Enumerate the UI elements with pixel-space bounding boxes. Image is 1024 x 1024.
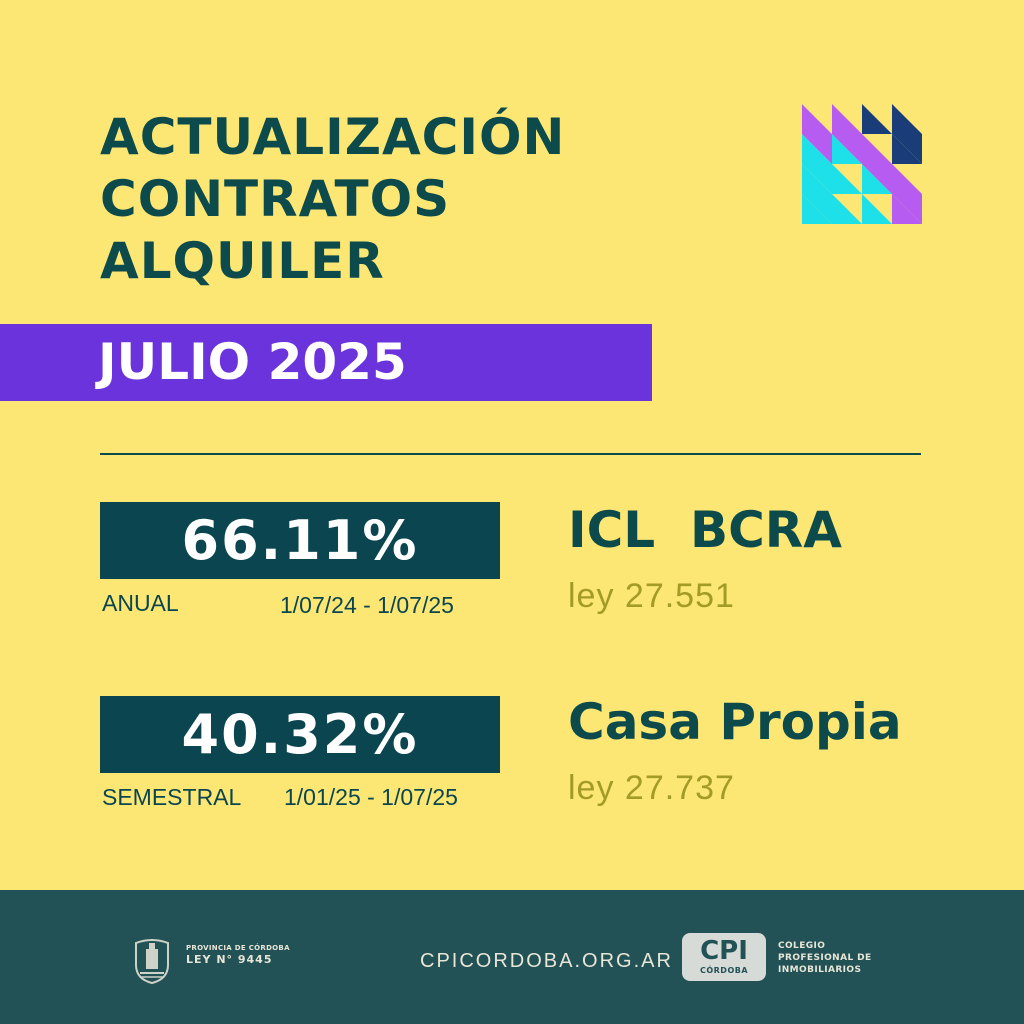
cpi-name-line-2: PROFESIONAL DE <box>778 953 872 963</box>
month-label: JULIO 2025 <box>98 333 407 391</box>
annual-date-range: 1/07/24 - 1/07/25 <box>280 592 454 618</box>
index-law-casa-propia: ley 27.737 <box>568 769 735 807</box>
province-law: LEY N° 9445 <box>186 953 273 966</box>
province-emblem-icon <box>135 939 169 985</box>
month-banner <box>0 324 652 401</box>
index-law-icl: ley 27.551 <box>568 577 735 615</box>
index-name-icl: ICL BCRA <box>568 501 842 559</box>
triangle-grid-icon <box>802 104 922 224</box>
website-link[interactable]: CPICORDOBA.ORG.AR <box>420 950 673 972</box>
cpi-name-line-1: COLEGIO <box>778 941 826 951</box>
semester-date-range: 1/01/25 - 1/07/25 <box>284 784 458 810</box>
province-text: PROVINCIA DE CÓRDOBA LEY N° 9445 <box>186 943 290 967</box>
semester-value: 40.32% <box>100 696 500 773</box>
cpi-name: COLEGIO PROFESIONAL DE INMOBILIARIOS <box>778 940 872 976</box>
province-name: PROVINCIA DE CÓRDOBA <box>186 944 290 952</box>
page-title: ACTUALIZACIÓN CONTRATOS ALQUILER <box>100 106 565 292</box>
cpi-name-line-3: INMOBILIARIOS <box>778 965 862 975</box>
semester-period-label: SEMESTRAL <box>102 784 242 810</box>
annual-value: 66.11% <box>100 502 500 579</box>
title-line-3: ALQUILER <box>100 232 385 290</box>
divider <box>100 453 921 455</box>
footer <box>0 890 1024 1024</box>
index-name-casa-propia: Casa Propia <box>568 693 902 751</box>
cpi-logo-text: CPI <box>700 936 748 966</box>
title-line-2: CONTRATOS <box>100 170 451 228</box>
annual-period-label: ANUAL <box>102 590 179 616</box>
cpi-logo: CPI CÓRDOBA <box>682 933 766 981</box>
title-line-1: ACTUALIZACIÓN <box>100 108 566 166</box>
cpi-logo-subtext: CÓRDOBA <box>699 966 749 975</box>
